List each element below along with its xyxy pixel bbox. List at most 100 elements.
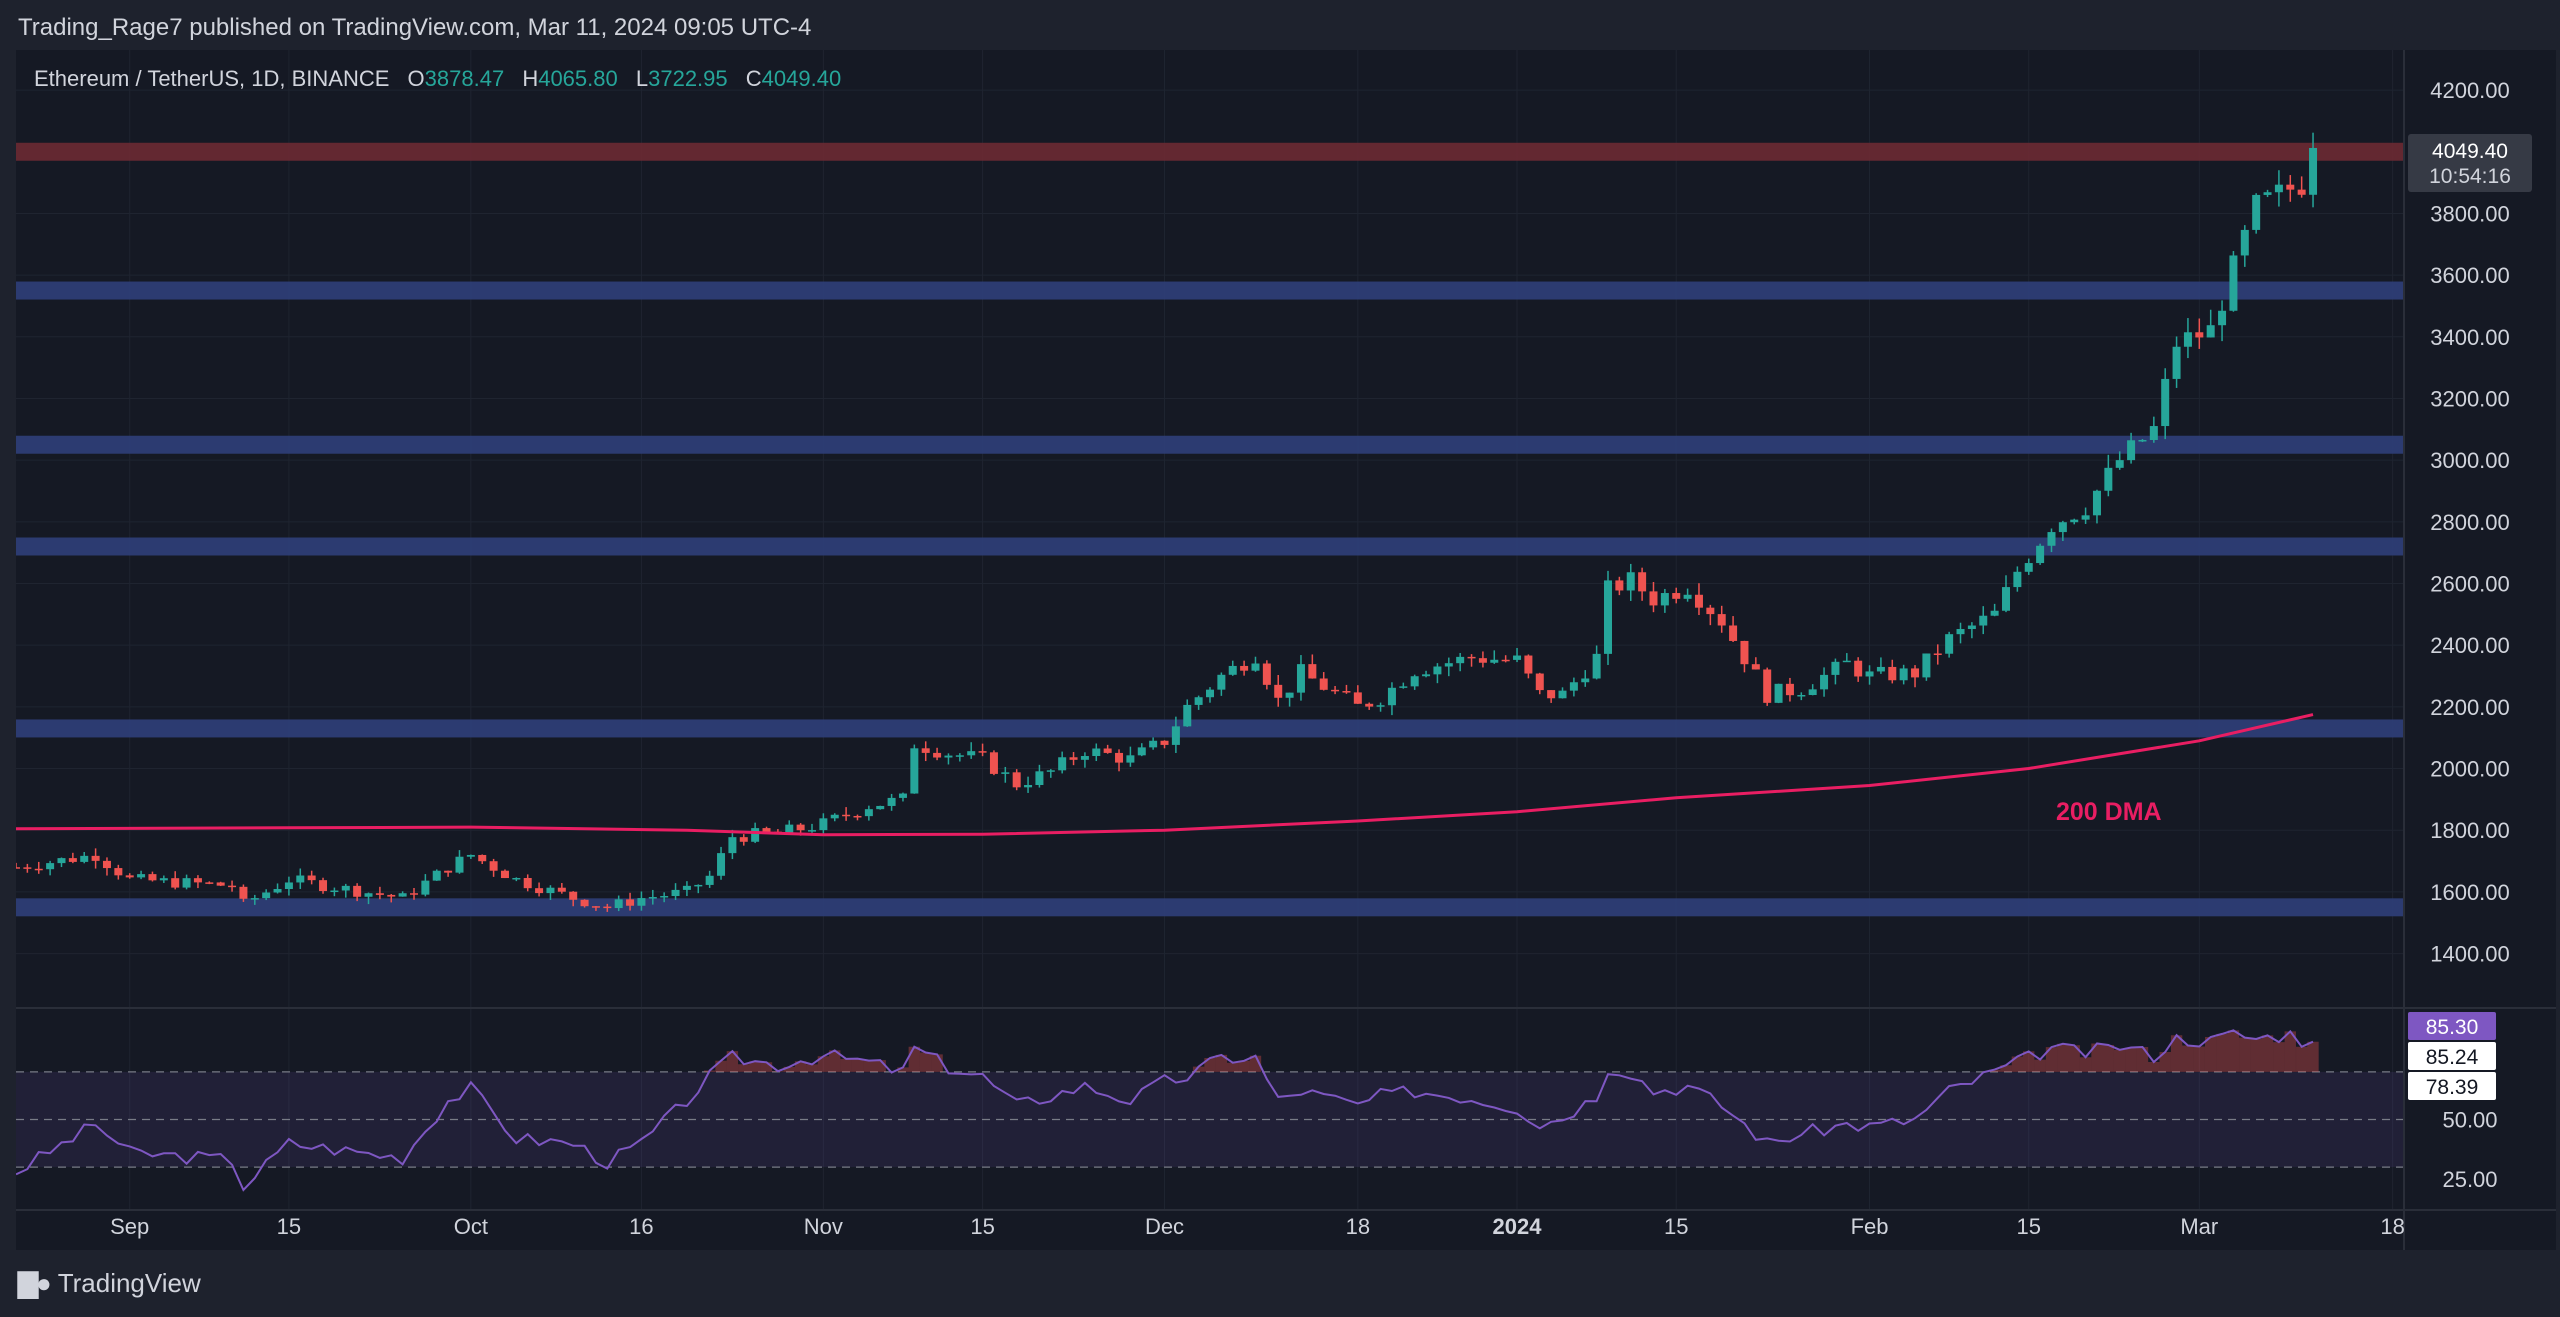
candle xyxy=(1478,651,1487,668)
candle xyxy=(216,881,225,887)
candle xyxy=(1399,682,1408,689)
price-tick-label: 3400.00 xyxy=(2430,325,2510,350)
candle xyxy=(1092,743,1101,762)
candle xyxy=(2115,451,2124,470)
candle xyxy=(1820,667,1829,697)
candle xyxy=(1990,603,1999,617)
candle xyxy=(1888,659,1897,684)
tradingview-logo-icon: ▇● xyxy=(18,1268,52,1298)
candle xyxy=(2195,318,2204,349)
candle xyxy=(1274,674,1283,707)
candle xyxy=(1376,702,1385,712)
candle xyxy=(933,747,942,761)
candle xyxy=(2047,528,2056,553)
candle xyxy=(1683,588,1692,602)
candle xyxy=(23,863,32,873)
candle xyxy=(1694,583,1703,616)
support-zone xyxy=(16,281,2404,300)
candle xyxy=(1410,674,1419,690)
candle xyxy=(2297,176,2306,198)
candle xyxy=(1854,657,1863,682)
candle xyxy=(717,846,726,880)
candle xyxy=(1137,743,1146,757)
candle xyxy=(523,874,532,892)
last-price-countdown: 10:54:16 xyxy=(2429,165,2511,188)
candle xyxy=(580,899,589,908)
candle xyxy=(1569,677,1578,697)
rsi-scale[interactable]: 50.00 25.00 xyxy=(2442,1108,2497,1193)
candle xyxy=(353,883,362,902)
candle xyxy=(1740,640,1749,673)
candle xyxy=(398,891,407,897)
candle xyxy=(273,883,282,894)
candle xyxy=(387,893,396,903)
candle xyxy=(432,869,441,881)
time-tick-label: Sep xyxy=(110,1214,149,1239)
candle xyxy=(1876,657,1885,674)
candle xyxy=(1672,587,1681,604)
candle xyxy=(2161,368,2170,440)
candle xyxy=(705,870,714,888)
price-scale[interactable]: 4200.00 3800.00 3600.00 3400.00 3200.00 3000.… xyxy=(2430,78,2510,966)
candle xyxy=(2229,251,2238,312)
time-axis[interactable]: Sep 15 Oct 16 Nov 15 Dec 18 2024 15 Feb 15 Mar 18 xyxy=(110,1214,2405,1239)
candle xyxy=(2274,170,2283,207)
time-tick-label: 15 xyxy=(2017,1214,2041,1239)
candle xyxy=(967,742,976,759)
low-label: L xyxy=(635,66,649,91)
candle xyxy=(1331,685,1340,695)
candle xyxy=(1490,650,1499,664)
candle xyxy=(1558,687,1567,699)
candle xyxy=(1444,657,1453,677)
candle xyxy=(1751,657,1760,670)
time-tick-label: Nov xyxy=(804,1214,843,1239)
candle xyxy=(546,885,555,900)
candle xyxy=(466,854,475,859)
candle xyxy=(819,813,828,834)
price-chart[interactable]: 200 DMA 4200.00 3800.00 3600.00 3400.00 3200… xyxy=(16,50,2556,1250)
candle xyxy=(876,805,885,810)
candle xyxy=(512,877,521,882)
candle xyxy=(455,850,464,874)
candle xyxy=(1422,670,1431,678)
candle xyxy=(1604,570,1612,665)
candle xyxy=(1513,647,1522,663)
candle xyxy=(1922,653,1931,681)
candle xyxy=(171,871,180,890)
candle xyxy=(1160,740,1169,749)
candle xyxy=(500,869,509,879)
candle xyxy=(864,805,873,821)
tradingview-logo[interactable]: ▇● TradingView xyxy=(18,1268,201,1299)
price-tick-label: 2800.00 xyxy=(2430,510,2510,535)
candle xyxy=(2286,175,2295,202)
price-tick-label: 4200.00 xyxy=(2430,78,2510,103)
candle xyxy=(319,877,328,894)
time-tick-label: 15 xyxy=(1664,1214,1688,1239)
candle xyxy=(2104,454,2113,497)
candle xyxy=(330,887,339,897)
price-tick-label: 1600.00 xyxy=(2430,880,2510,905)
candle xyxy=(1183,699,1192,727)
candle xyxy=(898,792,907,802)
low-value: 3722.95 xyxy=(648,66,728,91)
rsi-tick-label: 25.00 xyxy=(2442,1167,2497,1192)
candle xyxy=(1046,769,1055,778)
last-price-tag: 4049.40 10:54:16 xyxy=(2408,134,2532,192)
candle xyxy=(2081,507,2090,524)
symbol-legend: Ethereum / TetherUS, 1D, BINANCE O3878.4… xyxy=(34,66,841,92)
price-tick-label: 2600.00 xyxy=(2430,572,2510,597)
candle xyxy=(637,891,646,911)
candle xyxy=(535,882,544,897)
candle xyxy=(591,905,600,911)
candle xyxy=(1296,655,1305,701)
candle xyxy=(1240,660,1249,676)
price-tick-label: 1800.00 xyxy=(2430,818,2510,843)
candle xyxy=(2183,318,2192,359)
candle xyxy=(944,753,953,765)
candle xyxy=(842,807,851,821)
candle xyxy=(1103,744,1112,754)
candle xyxy=(1171,716,1180,753)
candle xyxy=(1581,670,1590,687)
candle xyxy=(2149,416,2158,443)
ma200-line xyxy=(16,713,2314,837)
